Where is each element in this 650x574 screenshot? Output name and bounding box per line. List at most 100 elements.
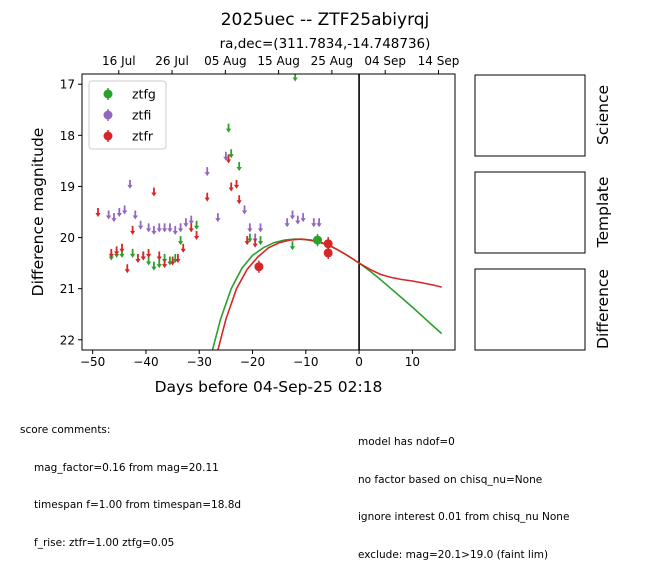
upper-limit-ztfi <box>241 205 248 215</box>
top-tick-label: 16 Jul <box>102 54 136 68</box>
upper-limit-ztfg <box>289 241 296 251</box>
score-comment-line: f_rise: ztfr=1.00 ztfg=0.05 <box>34 536 175 549</box>
top-tick-label: 05 Aug <box>204 54 247 68</box>
upper-limit-ztfr <box>233 179 240 189</box>
detection-ztfr <box>323 246 333 260</box>
upper-limit-ztfr <box>95 208 101 217</box>
upper-limit-ztfg <box>146 256 152 266</box>
upper-limit-ztfr <box>236 195 242 205</box>
upper-limit-ztfi <box>111 213 117 223</box>
top-tick-label: 26 Jul <box>155 54 189 68</box>
legend-marker <box>103 110 113 120</box>
legend-entry-ztfi: ztfi <box>103 108 151 123</box>
legend-marker <box>103 131 113 141</box>
detection-ztfr <box>254 260 264 273</box>
upper-limit-ztfi <box>316 218 322 228</box>
upper-limit-ztfi <box>151 225 157 235</box>
legend-marker <box>103 89 113 99</box>
upper-limit-ztfi <box>138 220 144 230</box>
y-tick-label: 19 <box>60 180 75 194</box>
score-comments: score comments: mag_factor=0.16 from mag… <box>20 399 241 562</box>
upper-limit-ztfr <box>188 223 194 233</box>
legend: ztfg ztfi ztfr <box>88 80 167 150</box>
upper-limit-ztfi <box>223 151 229 161</box>
upper-limit-ztfr <box>180 243 186 253</box>
upper-limit-ztfg <box>228 149 234 159</box>
y-tick-label: 22 <box>60 333 75 347</box>
upper-limit-ztfi <box>156 223 162 233</box>
panel-template <box>474 171 586 254</box>
upper-limit-ztfi <box>295 215 301 225</box>
upper-limit-ztfr <box>140 251 146 261</box>
upper-limit-ztfr <box>228 182 234 192</box>
upper-limit-ztfi <box>167 223 173 233</box>
y-tick-label: 18 <box>60 129 75 143</box>
upper-limit-ztfi <box>127 179 133 189</box>
upper-limit-ztfi <box>257 223 264 233</box>
model-comments: model has ndof=0 no factor based on chis… <box>358 411 569 574</box>
upper-limit-ztfi <box>289 210 296 220</box>
upper-limit-ztfr <box>225 154 232 164</box>
panel-label-template: Template <box>594 177 612 249</box>
legend-entry-ztfg: ztfg <box>103 87 156 102</box>
panel-difference <box>474 268 586 351</box>
model-comment-line: exclude: mag=20.1>19.0 (faint lim) <box>358 548 549 561</box>
upper-limit-ztfi <box>146 223 152 233</box>
y-tick-label: 17 <box>60 78 75 92</box>
upper-limit-ztfg <box>130 248 136 258</box>
panel-label-science: Science <box>594 85 612 145</box>
side-panels: Science Template Difference <box>474 74 612 351</box>
upper-limit-ztfr <box>193 231 200 240</box>
upper-limit-ztfi <box>132 210 138 220</box>
upper-limit-ztfr <box>169 256 176 266</box>
upper-limit-ztfg <box>151 261 157 271</box>
lightcurve-figure: 2025uec -- ZTF25abiyrqj ra,dec=(311.7834… <box>29 10 612 396</box>
top-tick-label: 15 Aug <box>257 54 300 68</box>
top-tick-label: 14 Sep <box>418 54 460 68</box>
upper-limit-ztfg <box>257 236 264 246</box>
upper-limit-ztfg <box>193 220 200 230</box>
upper-limit-ztfi <box>300 213 306 223</box>
upper-limit-ztfi <box>284 218 290 228</box>
upper-limit-ztfi <box>172 225 178 235</box>
upper-limit-ztfr <box>204 192 210 202</box>
upper-limit-ztfi <box>183 218 189 228</box>
plot-area: −50 −40 −30 −20 −10 0 10 17 18 19 20 21 22 16 Jul 26 J… <box>29 54 459 396</box>
model-comment-line: ignore interest 0.01 from chisq_nu None <box>358 511 570 523</box>
legend-label: ztfr <box>132 129 154 144</box>
upper-limit-ztfi <box>215 213 221 223</box>
upper-limit-ztfi <box>204 167 210 177</box>
x-tick-label: −40 <box>133 355 158 369</box>
upper-limit-ztfi <box>188 215 194 225</box>
y-axis-label: Difference magnitude <box>29 128 47 297</box>
upper-limit-ztfi <box>311 218 317 228</box>
top-tick-label: 04 Sep <box>364 54 406 68</box>
legend-label: ztfi <box>132 108 151 123</box>
model-comment-line: model has ndof=0 <box>358 436 455 448</box>
upper-limit-ztfr <box>135 254 141 263</box>
x-tick-label: −20 <box>240 355 265 369</box>
upper-limit-ztfr <box>151 187 157 197</box>
upper-limit-ztfr <box>146 248 152 258</box>
upper-limit-ztfg <box>156 259 162 269</box>
x-tick-label: 10 <box>405 355 420 369</box>
x-tick-label: −30 <box>187 355 212 369</box>
legend-label: ztfg <box>132 87 156 102</box>
upper-limit-ztfr <box>175 254 181 263</box>
legend-entry-ztfr: ztfr <box>103 129 154 144</box>
model-comment-line: no factor based on chisq_nu=None <box>358 473 543 486</box>
upper-limit-ztfg <box>247 233 253 243</box>
upper-limit-ztfi <box>116 208 122 217</box>
upper-limit-ztfr <box>114 246 120 256</box>
plot-frame <box>81 73 456 351</box>
figure-subtitle: ra,dec=(311.7834,-14.748736) <box>220 36 431 52</box>
upper-limit-ztfi <box>247 223 253 233</box>
panel-label-difference: Difference <box>594 269 612 349</box>
upper-limit-ztfr <box>108 248 114 258</box>
y-tick-label: 20 <box>60 231 75 245</box>
upper-limit-ztfr <box>124 264 130 274</box>
x-axis-label: Days before 04-Sep-25 02:18 <box>155 378 383 396</box>
upper-limit-ztfg <box>236 162 242 171</box>
model-curve-ztfr <box>217 238 442 350</box>
score-comment-line: mag_factor=0.16 from mag=20.11 <box>34 461 219 474</box>
